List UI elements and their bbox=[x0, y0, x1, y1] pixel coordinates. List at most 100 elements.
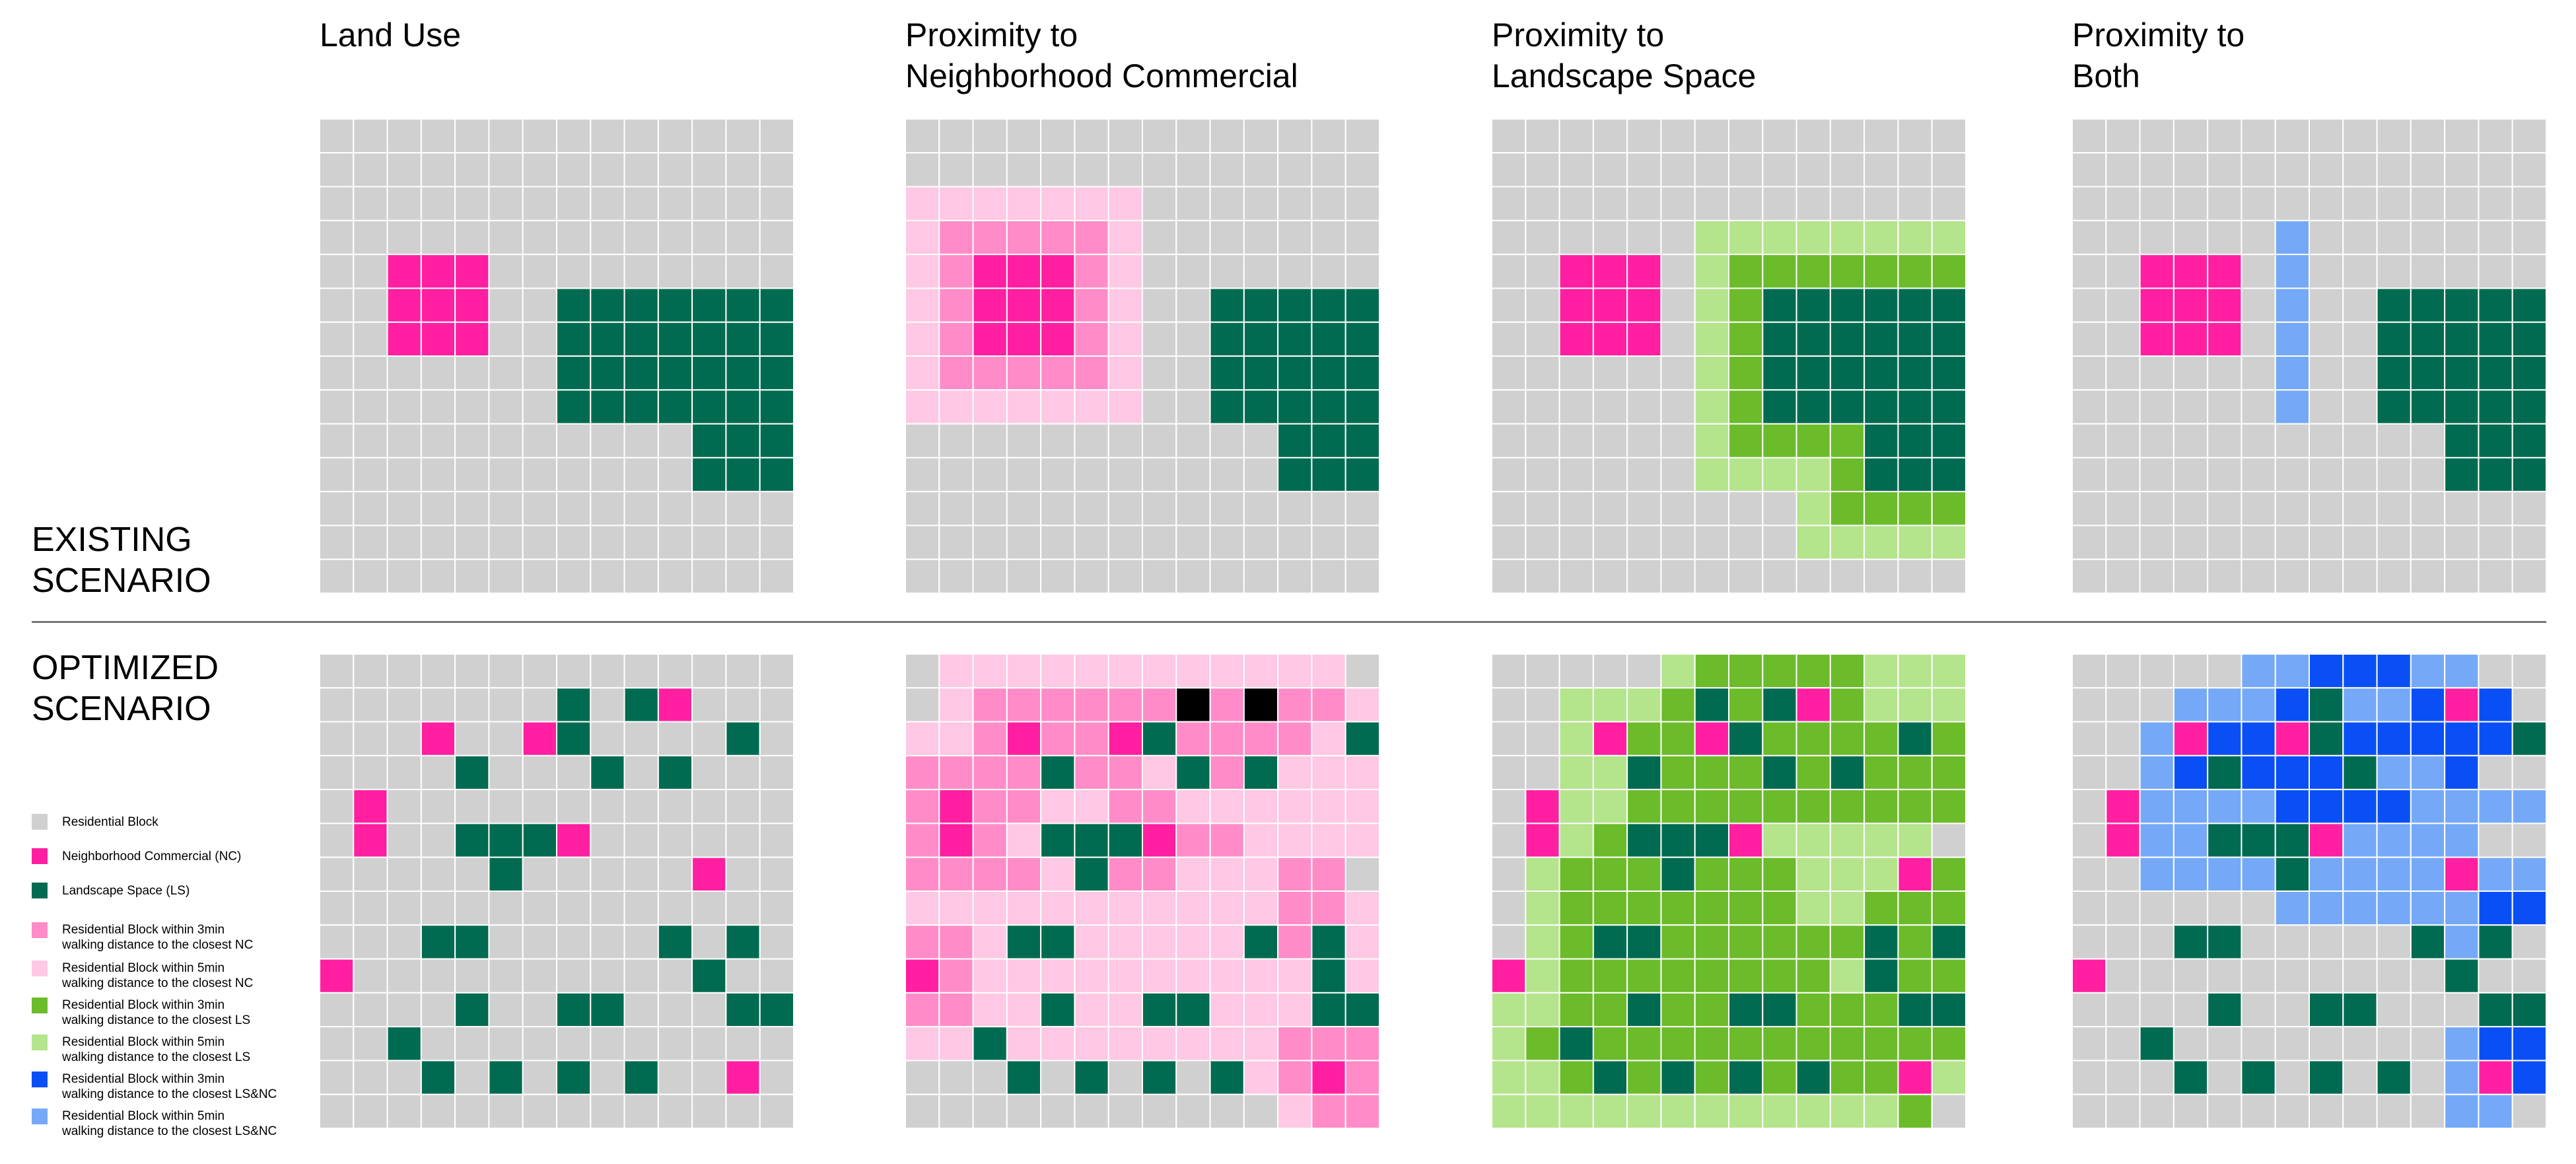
grid-cell-ls bbox=[1863, 958, 1899, 994]
grid-cell-ls-3min bbox=[1762, 654, 1797, 689]
grid-cell-residential bbox=[1175, 355, 1211, 391]
grid-cell-nc-5min bbox=[972, 992, 1008, 1028]
grid-cell-ls-3min bbox=[1694, 654, 1730, 689]
grid-cell-residential bbox=[353, 287, 388, 323]
grid-cell-residential bbox=[2072, 287, 2107, 323]
grid-cell-residential bbox=[2511, 525, 2546, 560]
grid-cell-ls bbox=[691, 456, 727, 493]
grid-cell-residential bbox=[657, 891, 693, 926]
grid-cell-residential bbox=[386, 958, 422, 994]
grid-cell-residential bbox=[725, 525, 761, 560]
grid-cell-ls-3min bbox=[1829, 789, 1865, 824]
grid-cell-residential bbox=[657, 1093, 693, 1128]
grid-cell-residential bbox=[2105, 754, 2141, 791]
grid-cell-residential bbox=[454, 856, 490, 892]
grid-cell-residential bbox=[1311, 491, 1346, 527]
grid-cell-nc-5min bbox=[938, 389, 974, 425]
grid-cell-both-5min bbox=[2173, 822, 2209, 858]
grid-cell-residential bbox=[556, 924, 592, 960]
grid-cell-residential bbox=[2241, 525, 2276, 560]
grid-cell-ls bbox=[1863, 456, 1899, 493]
grid-cell-ls bbox=[2511, 721, 2546, 756]
grid-cell-residential bbox=[2309, 152, 2344, 188]
grid-cell-residential bbox=[420, 687, 456, 723]
grid-cell-nc bbox=[386, 321, 422, 357]
grid-cell-residential bbox=[2139, 119, 2175, 154]
grid-cell-residential bbox=[1107, 152, 1144, 188]
grid-cell-undefined bbox=[1243, 687, 1279, 723]
grid-cell-residential bbox=[2207, 1093, 2243, 1128]
grid-cell-residential bbox=[2173, 119, 2209, 154]
grid-cell-nc bbox=[1040, 287, 1076, 323]
grid-cell-residential bbox=[590, 1026, 625, 1062]
grid-cell-ls bbox=[2139, 1026, 2175, 1062]
grid-cell-residential bbox=[2342, 1060, 2378, 1095]
grid-cell-residential bbox=[2105, 924, 2141, 960]
grid-cell-nc-3min bbox=[1040, 355, 1076, 391]
grid-cell-ls-5min bbox=[1525, 1093, 1560, 1128]
grid-cell-residential bbox=[2173, 423, 2209, 458]
grid-cell-nc bbox=[386, 287, 422, 323]
grid-cell-nc-5min bbox=[1277, 1093, 1313, 1128]
grid-cell-residential bbox=[556, 958, 592, 994]
grid-cell-ls bbox=[1344, 389, 1379, 425]
grid-cell-nc-3min bbox=[1175, 721, 1211, 756]
grid-cell-nc-5min bbox=[1311, 789, 1346, 824]
grid-cell-residential bbox=[1558, 355, 1594, 391]
grid-cell-residential bbox=[420, 891, 456, 926]
grid-cell-residential bbox=[2139, 558, 2175, 593]
grid-cell-residential bbox=[2072, 891, 2107, 926]
grid-cell-residential bbox=[1175, 423, 1211, 458]
grid-cell-ls bbox=[1243, 924, 1279, 960]
grid-cell-residential bbox=[1728, 525, 1764, 560]
grid-cell-ls-3min bbox=[1829, 1026, 1865, 1062]
grid-cell-ls-3min bbox=[1931, 1026, 1966, 1062]
grid-cell-residential bbox=[1006, 456, 1042, 493]
grid-cell-residential bbox=[1040, 119, 1076, 154]
grid-cell-nc bbox=[1626, 254, 1662, 289]
grid-cell-ls-5min bbox=[1525, 1060, 1560, 1095]
grid-cell-residential bbox=[2139, 1093, 2175, 1128]
grid-cell-ls-5min bbox=[1592, 1093, 1628, 1128]
grid-cell-residential bbox=[2511, 119, 2546, 154]
grid-cell-nc-3min bbox=[1311, 1026, 1346, 1062]
grid-cell-residential bbox=[623, 254, 659, 289]
grid-cell-ls bbox=[2511, 456, 2546, 493]
grid-cell-nc-5min bbox=[1074, 891, 1109, 926]
grid-cell-ls-5min bbox=[1694, 321, 1730, 357]
grid-cell-ls bbox=[1931, 287, 1966, 323]
grid-cell-nc-5min bbox=[1175, 856, 1211, 892]
grid-cell-residential bbox=[1209, 456, 1245, 493]
grid-cell-both-3min bbox=[2444, 754, 2480, 791]
grid-cell-residential bbox=[2309, 254, 2344, 289]
grid-cell-residential bbox=[1525, 219, 1560, 256]
grid-cell-ls-3min bbox=[1728, 754, 1764, 791]
grid-cell-nc bbox=[1558, 321, 1594, 357]
grid-cell-residential bbox=[691, 789, 727, 824]
grid-cell-residential bbox=[1243, 119, 1279, 154]
grid-cell-nc-5min bbox=[938, 186, 974, 221]
grid-cell-nc-5min bbox=[1243, 891, 1279, 926]
grid-cell-residential bbox=[1040, 1060, 1076, 1095]
grid-cell-nc-3min bbox=[1107, 856, 1144, 892]
grid-svg bbox=[2072, 119, 2546, 593]
grid-cell-residential bbox=[454, 491, 490, 527]
grid-cell-nc bbox=[1040, 254, 1076, 289]
grid-cell-residential bbox=[1931, 822, 1966, 858]
grid-cell-residential bbox=[1931, 558, 1966, 593]
grid-cell-residential bbox=[386, 558, 422, 593]
grid-cell-ls bbox=[1897, 287, 1933, 323]
grid-cell-ls-3min bbox=[1829, 1060, 1865, 1095]
grid-cell-residential bbox=[1492, 389, 1527, 425]
grid-cell-nc bbox=[522, 721, 558, 756]
grid-cell-residential bbox=[1728, 186, 1764, 221]
grid-cell-ls-3min bbox=[1728, 389, 1764, 425]
grid-cell-ls bbox=[1762, 754, 1797, 791]
grid-cell-residential bbox=[2274, 119, 2311, 154]
grid-cell-both-3min bbox=[2511, 1026, 2546, 1062]
grid-cell-residential bbox=[657, 186, 693, 221]
grid-cell-nc bbox=[1492, 958, 1527, 994]
legend-swatch bbox=[32, 1109, 48, 1124]
legend-swatch bbox=[32, 883, 48, 898]
grid-cell-both-3min bbox=[2376, 654, 2412, 689]
